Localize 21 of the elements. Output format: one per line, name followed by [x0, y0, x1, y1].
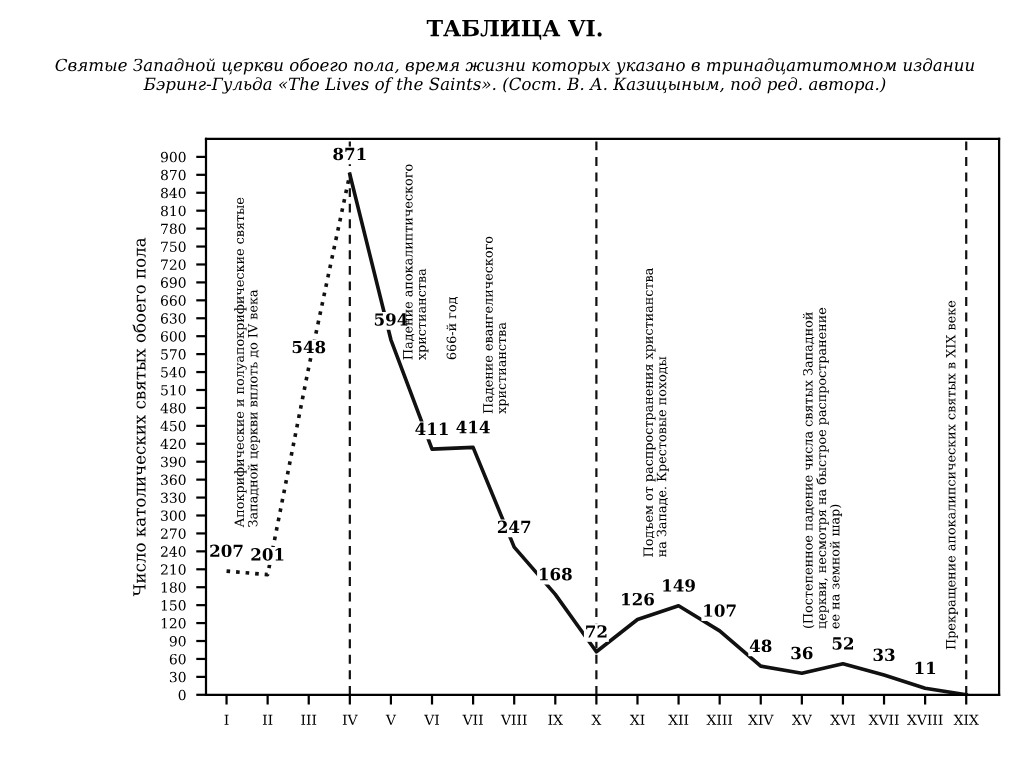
data-label: 201 [251, 548, 284, 561]
data-label: 871 [333, 147, 366, 161]
data-label: 594 [374, 313, 408, 326]
data-label: 126 [622, 592, 654, 606]
data-label: 548 [292, 340, 326, 354]
data-label: 168 [539, 567, 572, 581]
data-label: 149 [663, 579, 695, 592]
data-label: 247 [497, 520, 531, 533]
chart-subtitle: Святые Западной церкви обоего пола, время жизни которых указано в тринадцатитомном издании Бэринг-Гульда «The Lives of the Saints». (Сост. В. А. Казицыным, под ред. автора.) [55, 57, 975, 94]
data-label: 52 [832, 637, 854, 650]
chart-title: ТАБЛИЦА VI. [426, 19, 602, 40]
data-label: 33 [873, 648, 895, 662]
data-label: 414 [456, 420, 490, 434]
data-label: 11 [915, 661, 936, 674]
data-label: 107 [704, 604, 736, 617]
data-label: 36 [791, 646, 813, 660]
data-label: 72 [586, 625, 607, 638]
data-label: 48 [749, 639, 772, 653]
y-axis-title: Число католических святых обоего пола [132, 237, 146, 597]
data-label: 411 [415, 422, 448, 435]
data-label: 207 [210, 544, 243, 558]
